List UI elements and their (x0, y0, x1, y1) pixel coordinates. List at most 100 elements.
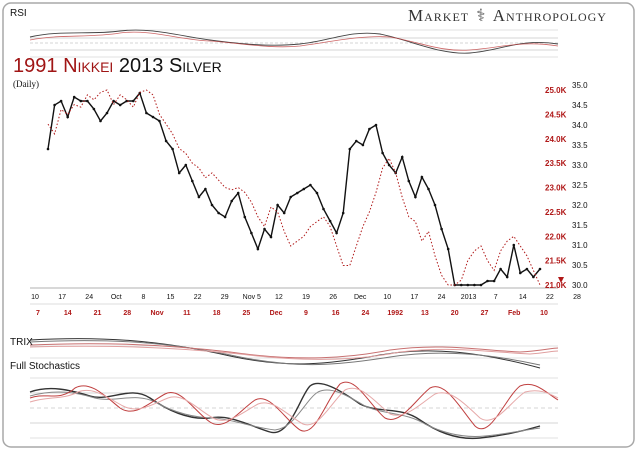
x-tick-bottom: 24 (362, 310, 370, 317)
point-silver-2013 (145, 111, 148, 115)
x-tick-top: 2013 (461, 294, 477, 301)
x-tick-top: 28 (573, 294, 581, 301)
series-line-nikkei-1991 (47, 89, 541, 286)
point-silver-2013 (223, 215, 227, 219)
point-silver-2013 (414, 195, 417, 199)
brand-logo: Market ⚕ Anthropology (408, 6, 607, 26)
x-tick-bottom: 11 (183, 310, 191, 317)
point-silver-2013 (407, 179, 411, 183)
y-tick-left: 25.0K (545, 86, 567, 95)
series-line-silver-2013 (47, 91, 541, 286)
point-silver-2013 (171, 147, 174, 151)
stoch-line-silver (29, 381, 559, 432)
y-tick-right: 32.0 (572, 201, 588, 210)
x-tick-bottom: 18 (213, 310, 221, 317)
point-silver-2013 (427, 187, 430, 191)
title-year-2: 2013 (118, 55, 164, 77)
x-tick-bottom: 25 (243, 310, 251, 317)
point-silver-2013 (177, 171, 181, 175)
point-silver-2013 (53, 103, 56, 107)
point-silver-2013 (282, 211, 286, 215)
point-silver-2013 (512, 243, 516, 247)
point-silver-2013 (341, 211, 345, 215)
x-tick-bottom: Feb (508, 310, 520, 317)
point-silver-2013 (322, 207, 325, 211)
point-silver-2013 (210, 203, 214, 207)
point-silver-2013 (112, 99, 115, 103)
x-tick-bottom: 16 (332, 310, 340, 317)
point-silver-2013 (492, 279, 496, 283)
title-year-1: 1991 (13, 55, 58, 77)
x-tick-top: Nov 5 (243, 294, 261, 301)
point-silver-2013 (99, 119, 102, 123)
y-tick-right: 35.0 (572, 81, 588, 90)
point-silver-2013 (335, 231, 338, 235)
point-silver-2013 (420, 175, 424, 179)
stochastics-label: Full Stochastics (10, 361, 81, 372)
y-tick-left: 23.5K (545, 159, 567, 168)
point-silver-2013 (46, 147, 50, 151)
chart-title: 1991 Nikkei 2013 Silver (13, 55, 222, 78)
point-silver-2013 (79, 99, 83, 103)
y-tick-left: 21.5K (545, 257, 567, 266)
rsi-line-nikkei (29, 29, 559, 54)
title-series-1: Nikkei (63, 55, 114, 77)
x-tick-top: 10 (31, 294, 39, 301)
chart-subtitle: (Daily) (13, 79, 39, 89)
point-silver-2013 (505, 275, 509, 279)
point-silver-2013 (269, 235, 273, 239)
point-silver-2013 (328, 219, 332, 223)
point-silver-2013 (387, 163, 391, 167)
point-silver-2013 (217, 211, 220, 215)
x-tick-top: 22 (546, 294, 554, 301)
point-silver-2013 (440, 227, 443, 231)
point-silver-2013 (289, 195, 293, 199)
caduceus-icon: ⚕ (476, 6, 487, 25)
y-tick-left: 22.0K (545, 232, 567, 241)
stoch-line-nikkei-signal (29, 389, 541, 437)
x-tick-bottom: Nov (150, 310, 163, 317)
y-tick-right: 34.5 (572, 101, 588, 110)
y-tick-left: 23.0K (545, 184, 567, 193)
point-silver-2013 (151, 115, 155, 119)
point-silver-2013 (460, 283, 463, 287)
point-silver-2013 (105, 111, 109, 115)
point-silver-2013 (197, 195, 201, 199)
x-tick-top: Dec (354, 294, 367, 301)
y-tick-right: 32.5 (572, 181, 588, 190)
point-silver-2013 (309, 183, 312, 187)
x-tick-bottom: 21 (94, 310, 102, 317)
point-silver-2013 (125, 99, 128, 103)
x-tick-top: 8 (141, 294, 145, 301)
trix-label: TRIX (10, 337, 33, 348)
point-silver-2013 (446, 247, 450, 251)
y-tick-right: 31.5 (572, 221, 588, 230)
y-tick-left: 21.0K (545, 281, 567, 290)
point-silver-2013 (118, 103, 122, 107)
x-tick-top: 14 (519, 294, 527, 301)
x-tick-bottom: 27 (481, 310, 489, 317)
y-tick-left: 24.0K (545, 135, 567, 144)
point-silver-2013 (499, 267, 502, 271)
x-tick-bottom: 13 (421, 310, 429, 317)
point-silver-2013 (236, 191, 240, 195)
point-silver-2013 (348, 147, 352, 151)
x-tick-top: 15 (167, 294, 175, 301)
x-tick-bottom: 9 (304, 310, 308, 317)
x-tick-top: 17 (411, 294, 419, 301)
trix-line-nikkei-signal (29, 340, 541, 366)
point-silver-2013 (132, 99, 135, 103)
point-silver-2013 (86, 99, 89, 103)
point-silver-2013 (158, 119, 161, 123)
x-tick-top: 22 (194, 294, 202, 301)
point-silver-2013 (302, 187, 306, 191)
y-tick-left: 24.5K (545, 110, 567, 119)
x-tick-bottom: 10 (540, 310, 548, 317)
y-tick-right: 33.0 (572, 161, 588, 170)
end-arrow-marker (558, 277, 564, 283)
point-silver-2013 (473, 283, 476, 287)
point-silver-2013 (92, 107, 96, 111)
point-silver-2013 (433, 203, 437, 207)
y-tick-right: 30.0 (572, 281, 588, 290)
